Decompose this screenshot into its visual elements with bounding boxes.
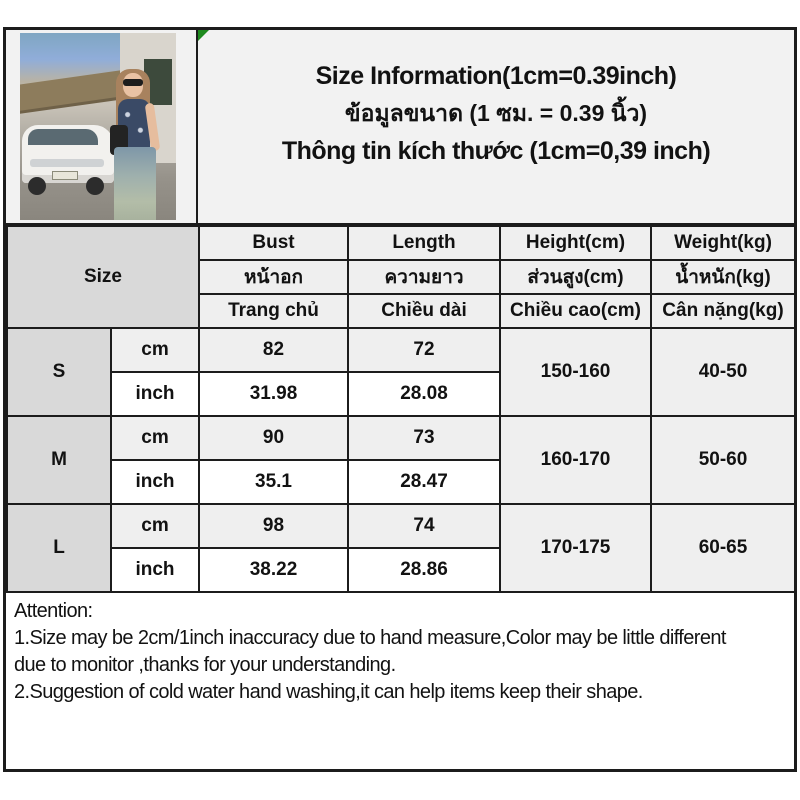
title-vietnamese: Thông tin kích thước (1cm=0,39 inch) — [281, 136, 711, 165]
m-weight: 50-60 — [650, 415, 796, 505]
photo-car-grill — [30, 159, 104, 167]
table-row-m-inch: inch 35.1 28.47 — [7, 459, 795, 505]
l-length-cm: 74 — [347, 503, 501, 549]
s-bust-cm: 82 — [198, 327, 349, 373]
header-row-vietnamese: Trang chủ Chiều dài Chiều cao(cm) Cân nặ… — [7, 293, 796, 329]
product-photo — [20, 33, 176, 220]
table-row-m-cm: M cm 90 73 160-170 50-60 — [6, 415, 796, 505]
col-header-height-th: ส่วนสูง(cm) — [499, 259, 652, 295]
m-bust-cm: 90 — [198, 415, 349, 461]
m-height: 160-170 — [499, 415, 652, 505]
size-label-s: S — [6, 327, 112, 417]
m-bust-inch: 35.1 — [198, 459, 349, 505]
col-header-length-th: ความยาว — [347, 259, 501, 295]
size-table: Size Bust Length Height(cm) Weight(kg) ห… — [6, 225, 796, 593]
col-header-bust-th: หน้าอก — [198, 259, 349, 295]
photo-car-wheel — [28, 177, 46, 195]
attention-note-1b: due to monitor ,thanks for your understa… — [14, 654, 396, 676]
unit-inch: inch — [110, 371, 200, 417]
col-header-length-vi: Chiều dài — [347, 293, 501, 329]
photo-model-denim-skirt — [114, 147, 156, 220]
table-row-s-cm: S cm 82 72 150-160 40-50 — [6, 327, 796, 417]
col-header-height-vi: Chiều cao(cm) — [499, 293, 652, 329]
green-corner-marker — [198, 30, 209, 41]
s-weight: 40-50 — [650, 327, 796, 417]
attention-section: Attention: 1.Size may be 2cm/1inch inacc… — [6, 593, 794, 769]
l-bust-cm: 98 — [198, 503, 349, 549]
chart-frame: Size Information(1cm=0.39inch) ข้อมูลขนา… — [3, 27, 797, 772]
unit-inch: inch — [110, 459, 200, 505]
col-header-bust-en: Bust — [198, 225, 349, 261]
title-thai: ข้อมูลขนาด (1 ซม. = 0.39 นิ้ว) — [344, 99, 648, 126]
unit-cm: cm — [110, 327, 200, 373]
title-english: Size Information(1cm=0.39inch) — [315, 61, 677, 90]
s-bust-inch: 31.98 — [198, 371, 349, 417]
l-weight: 60-65 — [650, 503, 796, 593]
header-row-thai: หน้าอก ความยาว ส่วนสูง(cm) น้ำหนัก(kg) — [7, 259, 796, 295]
unit-cm: cm — [110, 415, 200, 461]
attention-note-1a: 1.Size may be 2cm/1inch inaccuracy due t… — [14, 627, 726, 649]
title-cell: Size Information(1cm=0.39inch) ข้อมูลขนา… — [198, 30, 794, 223]
l-bust-inch: 38.22 — [198, 547, 349, 593]
unit-cm: cm — [110, 503, 200, 549]
attention-note-2: 2.Suggestion of cold water hand washing,… — [14, 681, 643, 703]
m-length-inch: 28.47 — [347, 459, 501, 505]
col-header-length-en: Length — [347, 225, 501, 261]
size-label-l: L — [6, 503, 112, 593]
size-header-cell: Size — [6, 225, 200, 329]
table-row-l-cm: L cm 98 74 170-175 60-65 — [6, 503, 796, 593]
col-header-weight-th: น้ำหนัก(kg) — [650, 259, 796, 295]
photo-car-windshield — [28, 129, 98, 145]
s-height: 150-160 — [499, 327, 652, 417]
table-row-s-inch: inch 31.98 28.08 — [7, 371, 795, 417]
photo-cell — [6, 30, 198, 223]
table-row-l-inch: inch 38.22 28.86 — [7, 547, 795, 593]
col-header-weight-vi: Cân nặng(kg) — [650, 293, 796, 329]
unit-inch: inch — [110, 547, 200, 593]
m-length-cm: 73 — [347, 415, 501, 461]
photo-license-plate — [52, 171, 78, 180]
s-length-cm: 72 — [347, 327, 501, 373]
l-height: 170-175 — [499, 503, 652, 593]
size-label-m: M — [6, 415, 112, 505]
photo-car-wheel — [86, 177, 104, 195]
l-length-inch: 28.86 — [347, 547, 501, 593]
s-length-inch: 28.08 — [347, 371, 501, 417]
col-header-height-en: Height(cm) — [499, 225, 652, 261]
top-section: Size Information(1cm=0.39inch) ข้อมูลขนา… — [6, 30, 794, 225]
attention-heading: Attention: — [14, 600, 93, 622]
photo-model-sunglasses — [123, 79, 143, 86]
col-header-bust-vi: Trang chủ — [198, 293, 349, 329]
col-header-weight-en: Weight(kg) — [650, 225, 796, 261]
header-row-english: Size Bust Length Height(cm) Weight(kg) — [6, 225, 796, 329]
